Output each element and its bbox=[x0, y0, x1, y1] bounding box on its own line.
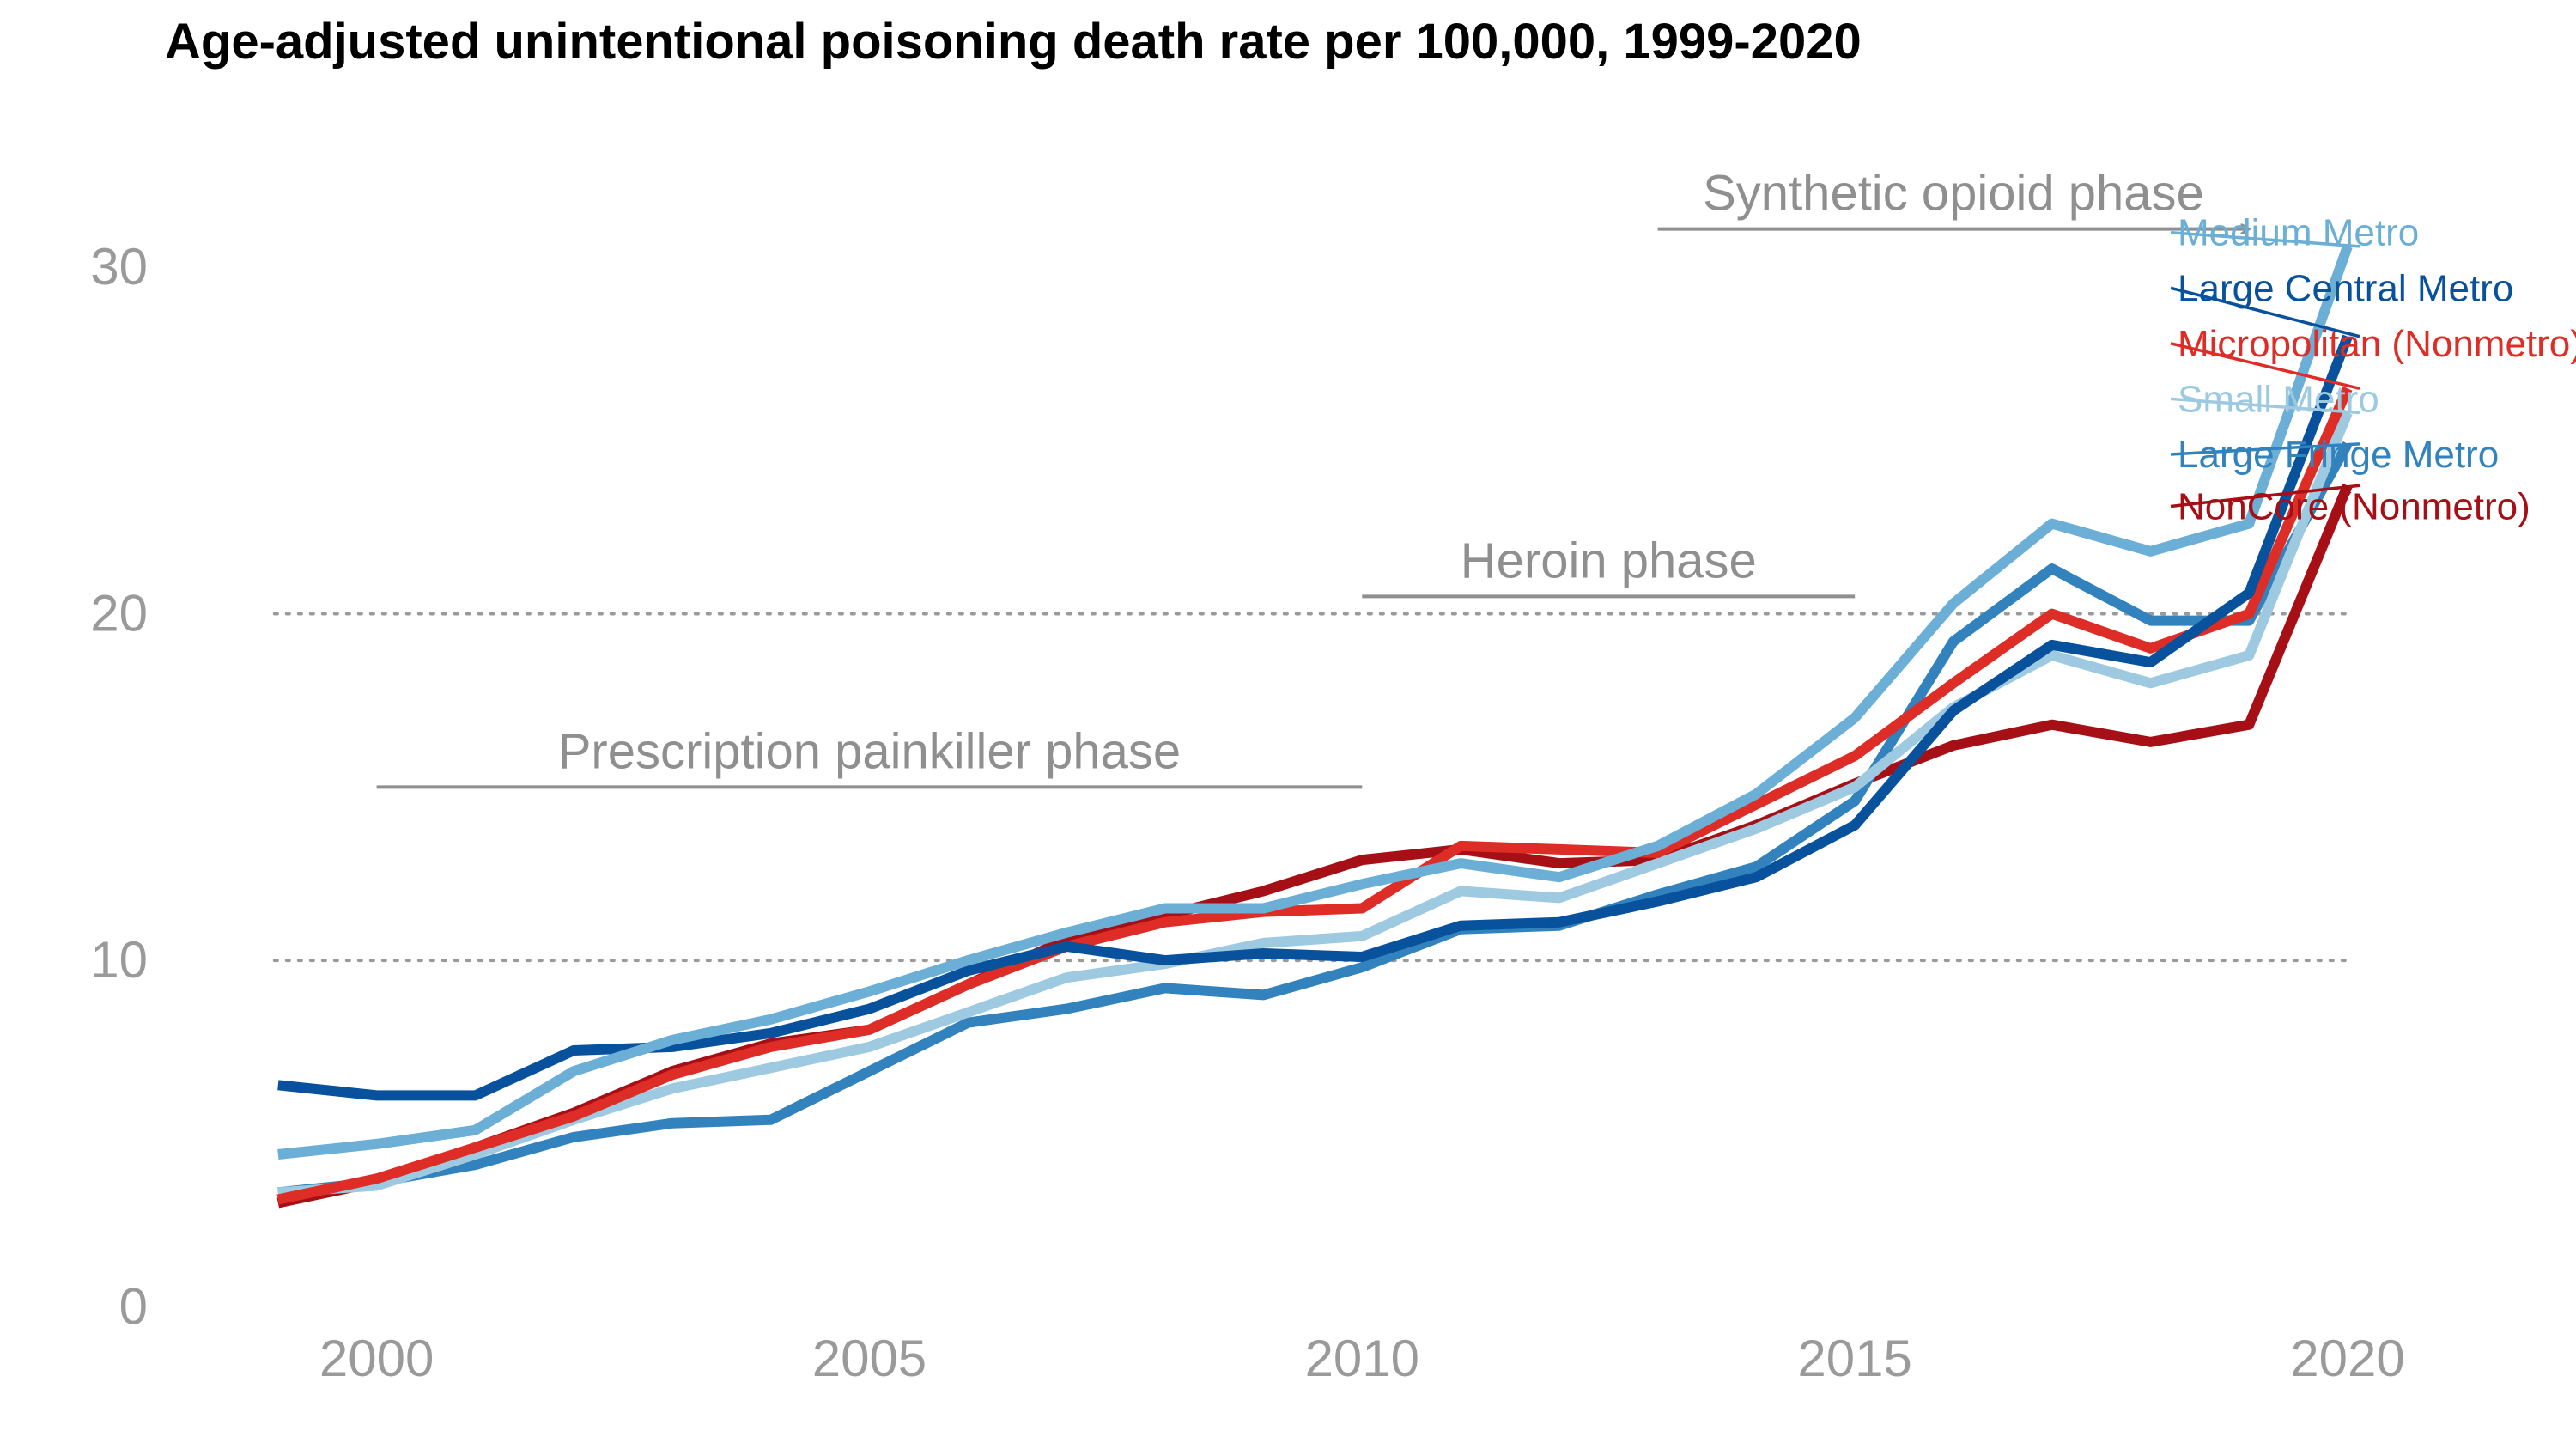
series-line-micropolitan-nonmetro bbox=[276, 386, 2353, 1205]
chart-title: Age-adjusted unintentional poisoning dea… bbox=[165, 14, 1862, 70]
phase-label: Prescription painkiller phase bbox=[558, 723, 1181, 779]
y-tick-label: 30 bbox=[90, 238, 148, 295]
series-line-noncore-nonmetro bbox=[276, 484, 2353, 1209]
legend-label: NonCore (Nonmetro) bbox=[2178, 485, 2530, 527]
x-tick-label: 2015 bbox=[1797, 1330, 1911, 1387]
x-tick-label: 2020 bbox=[2290, 1330, 2404, 1387]
series-line-large-fringe-metro bbox=[277, 441, 2353, 1198]
legend-leader-line bbox=[2170, 230, 2360, 248]
y-axis: 0 10 20 30 bbox=[90, 238, 148, 1336]
y-tick-label: 10 bbox=[90, 931, 148, 989]
legend-label: Large Central Metro bbox=[2178, 267, 2513, 309]
y-tick-label: 0 bbox=[119, 1278, 148, 1336]
legend-leader-line bbox=[2170, 397, 2360, 415]
legend-leader-line bbox=[2170, 342, 2360, 390]
legend-leader-line bbox=[2170, 442, 2360, 456]
gridlines bbox=[272, 612, 2354, 963]
legend-label: Large Fringe Metro bbox=[2178, 434, 2499, 476]
series-line-large-central-metro bbox=[277, 334, 2353, 1101]
legend: Medium Metro Large Central Metro Micropoli… bbox=[2170, 212, 2576, 527]
phase-label: Synthetic opioid phase bbox=[1703, 166, 2204, 222]
legend-label: Small Metro bbox=[2178, 378, 2379, 420]
phase-label: Heroin phase bbox=[1461, 533, 1757, 588]
series-line-medium-metro bbox=[277, 244, 2353, 1160]
x-axis: 2000 2005 2010 2015 2020 bbox=[319, 1330, 2405, 1387]
y-tick-label: 20 bbox=[90, 585, 148, 642]
legend-label: Micropolitan (Nonmetro) bbox=[2178, 323, 2576, 365]
legend-leader-line bbox=[2170, 286, 2360, 338]
legend-label: Medium Metro bbox=[2178, 212, 2419, 254]
x-tick-label: 2005 bbox=[812, 1330, 927, 1387]
series-lines bbox=[276, 244, 2353, 1209]
x-tick-label: 2010 bbox=[1305, 1330, 1419, 1387]
x-tick-label: 2000 bbox=[319, 1330, 434, 1387]
legend-leader-line bbox=[2170, 484, 2360, 508]
phase-annotations: Prescription painkiller phase Heroin phas… bbox=[376, 166, 2250, 789]
